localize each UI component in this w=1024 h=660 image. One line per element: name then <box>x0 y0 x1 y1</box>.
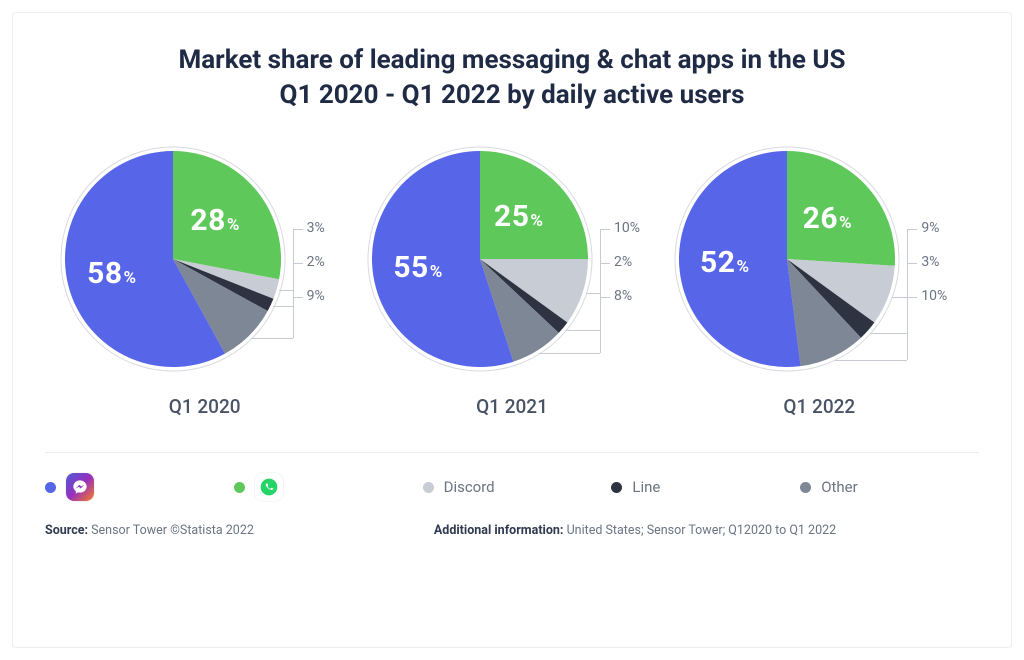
legend-dot-other <box>800 482 811 493</box>
messenger-icon <box>66 473 94 501</box>
pie-chart: 58% 28% 3% 2% 9% <box>55 139 355 379</box>
slice-label-whatsapp: 28% <box>190 203 239 238</box>
callout-line: 2% <box>307 254 325 270</box>
legend-dot-messenger <box>45 482 56 493</box>
callout-line: 2% <box>614 254 632 270</box>
chart-card: Market share of leading messaging & chat… <box>12 12 1012 648</box>
footer-source-value: Sensor Tower ©Statista 2022 <box>91 523 254 538</box>
callout-discord: 10% <box>614 220 640 236</box>
footer-additional-value: United States; Sensor Tower; Q12020 to Q… <box>567 523 837 538</box>
legend-label-other: Other <box>821 478 858 496</box>
legend-item-line: Line <box>611 478 790 496</box>
legend-dot-line <box>611 482 622 493</box>
slice-label-messenger: 52% <box>700 245 749 280</box>
callout-other: 8% <box>614 288 632 304</box>
footer: Source: Sensor Tower ©Statista 2022 Addi… <box>45 523 979 538</box>
chart-cell: 52% 26% 9% 3% 10% Q1 2022 <box>666 139 973 418</box>
legend: Discord Line Other <box>45 452 979 501</box>
period-label: Q1 2021 <box>476 395 548 418</box>
footer-source: Source: Sensor Tower ©Statista 2022 <box>45 523 254 538</box>
legend-item-other: Other <box>800 478 979 496</box>
callout-other: 10% <box>921 288 947 304</box>
period-label: Q1 2022 <box>783 395 855 418</box>
legend-label-line: Line <box>632 478 660 496</box>
callout-discord: 9% <box>921 220 939 236</box>
title-line-1: Market share of leading messaging & chat… <box>179 45 846 75</box>
title-line-2: Q1 2020 - Q1 2022 by daily active users <box>280 80 745 110</box>
chart-title: Market share of leading messaging & chat… <box>179 43 846 113</box>
chart-cell: 58% 28% 3% 2% 9% Q1 2020 <box>51 139 358 418</box>
legend-item-messenger <box>45 473 224 501</box>
slice-label-whatsapp: 25% <box>494 199 543 234</box>
slice-label-messenger: 55% <box>393 250 442 285</box>
chart-cell: 55% 25% 10% 2% 8% Q1 2021 <box>358 139 665 418</box>
footer-additional-label: Additional information: <box>434 523 564 538</box>
charts-row: 58%28%3%2%9%Q1 202055%25%10%2%8%Q1 20215… <box>45 139 979 418</box>
footer-additional: Additional information: United States; S… <box>434 523 836 538</box>
whatsapp-icon <box>255 473 283 501</box>
legend-item-whatsapp <box>234 473 413 501</box>
pie-chart: 55% 25% 10% 2% 8% <box>362 139 662 379</box>
slice-label-whatsapp: 26% <box>803 201 852 236</box>
footer-source-label: Source: <box>45 523 88 538</box>
legend-item-discord: Discord <box>423 478 602 496</box>
callout-line: 3% <box>921 254 939 270</box>
pie-chart: 52% 26% 9% 3% 10% <box>669 139 969 379</box>
callout-discord: 3% <box>307 220 325 236</box>
period-label: Q1 2020 <box>169 395 241 418</box>
legend-dot-whatsapp <box>234 482 245 493</box>
legend-dot-discord <box>423 482 434 493</box>
slice-label-messenger: 58% <box>87 256 136 291</box>
callout-other: 9% <box>307 288 325 304</box>
legend-label-discord: Discord <box>444 478 495 496</box>
